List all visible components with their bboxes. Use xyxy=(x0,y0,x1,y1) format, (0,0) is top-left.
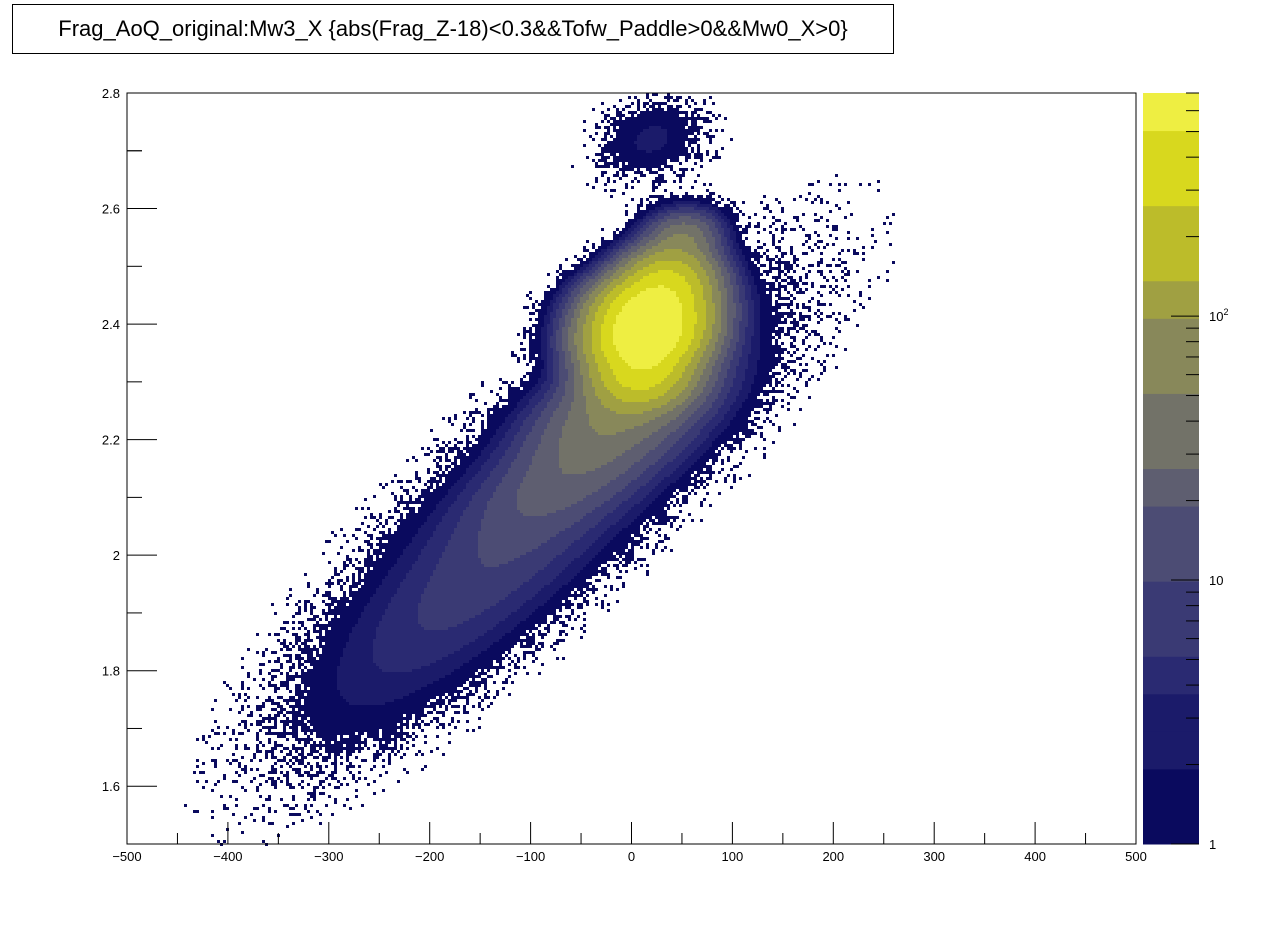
x-tick-label: 0 xyxy=(628,849,635,864)
x-tick-label: 200 xyxy=(822,849,844,864)
x-tick-label: 400 xyxy=(1024,849,1046,864)
x-tick-label: −400 xyxy=(213,849,242,864)
y-tick-label: 1.8 xyxy=(102,664,120,679)
colorbar-band xyxy=(1143,731,1199,770)
colorbar-tick-base: 1 xyxy=(1209,837,1216,852)
x-tick-label: 100 xyxy=(722,849,744,864)
colorbar-band xyxy=(1143,205,1199,244)
x-tick-label: −100 xyxy=(516,849,545,864)
chart-title: Frag_AoQ_original:Mw3_X {abs(Frag_Z-18)<… xyxy=(12,4,894,54)
colorbar-tick-label: 10 xyxy=(1209,573,1223,588)
colorbar-band xyxy=(1143,693,1199,732)
colorbar-band xyxy=(1143,93,1199,132)
colorbar-band xyxy=(1143,318,1199,357)
y-axis: 1.6 1.8 2 2.2 2.4 2.6 2.8 xyxy=(102,86,157,845)
y-tick-label: 1.6 xyxy=(102,779,120,794)
colorbar-band xyxy=(1143,168,1199,207)
colorbar-band xyxy=(1143,506,1199,545)
colorbar-tick-base: 10 xyxy=(1209,573,1223,588)
x-tick-label: −500 xyxy=(112,849,141,864)
colorbar-band xyxy=(1143,581,1199,620)
x-tick-label: 500 xyxy=(1125,849,1147,864)
y-tick-label: 2.4 xyxy=(102,317,120,332)
colorbar-band xyxy=(1143,768,1199,807)
colorbar-band xyxy=(1143,543,1199,582)
x-tick-label: −300 xyxy=(314,849,343,864)
colorbar-band xyxy=(1143,130,1199,169)
x-tick-label: −200 xyxy=(415,849,444,864)
x-axis: −500 −400 −300 −200 −100 0 100 200 300 400 500 xyxy=(112,822,1147,864)
colorbar-tick-label: 102 xyxy=(1209,307,1228,324)
colorbar-band xyxy=(1143,618,1199,657)
heatmap-cells xyxy=(184,93,895,846)
y-tick-label: 2.2 xyxy=(102,433,120,448)
colorbar-tick-label: 1 xyxy=(1209,837,1216,852)
y-tick-label: 2.8 xyxy=(102,86,120,101)
colorbar-band xyxy=(1143,393,1199,432)
colorbar-tick-base: 10 xyxy=(1209,309,1223,324)
x-tick-label: 300 xyxy=(923,849,945,864)
colorbar-band xyxy=(1143,243,1199,282)
colorbar-tick-exponent: 2 xyxy=(1223,307,1228,317)
colorbar-band xyxy=(1143,656,1199,695)
y-tick-label: 2 xyxy=(113,548,120,563)
y-tick-label: 2.6 xyxy=(102,202,120,217)
colorbar-band xyxy=(1143,280,1199,319)
colorbar-band xyxy=(1143,806,1199,845)
colorbar-band xyxy=(1143,430,1199,469)
